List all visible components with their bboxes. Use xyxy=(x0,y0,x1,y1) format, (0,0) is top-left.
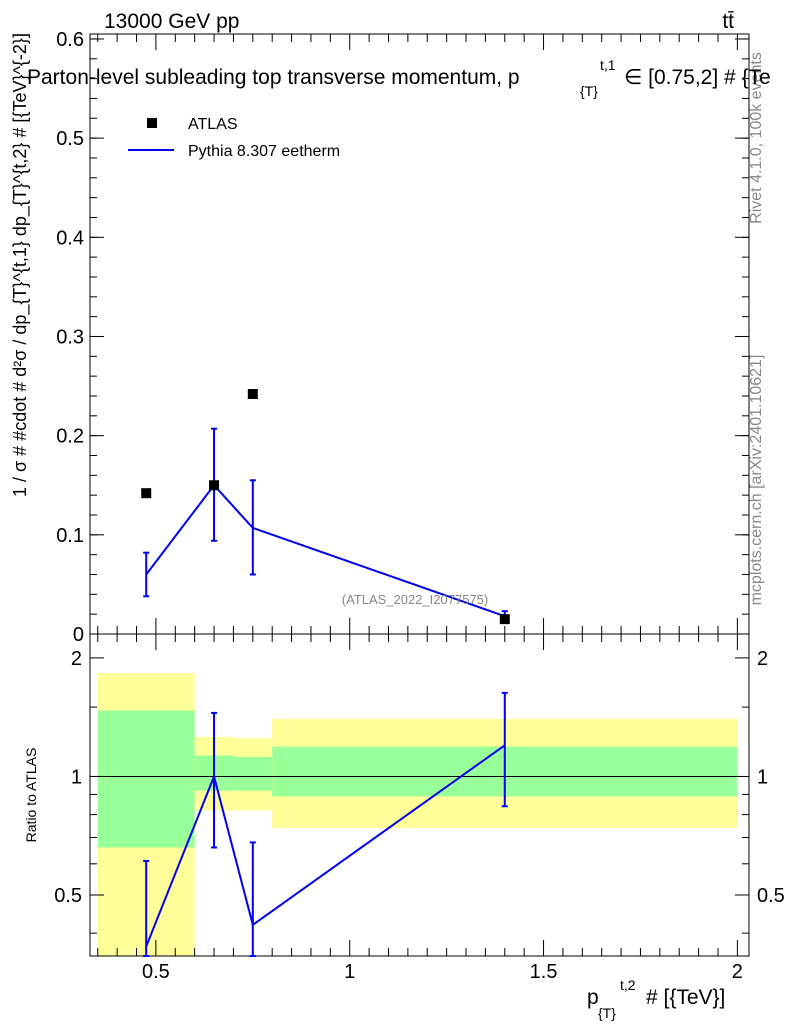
atlas-data-point xyxy=(141,488,152,499)
atlas-data-point xyxy=(247,389,258,399)
x-axis-label-p: p xyxy=(587,986,599,1009)
x-tick-label: 1 xyxy=(344,961,355,983)
main-y-tick-label: 0.1 xyxy=(56,525,84,547)
ratio-band-inner xyxy=(97,710,195,848)
main-y-tick-label: 0.3 xyxy=(56,326,84,348)
ratio-y-tick-label-right: 2 xyxy=(757,648,768,670)
main-axis-ticks: 0 0.1 0.2 0.3 0.4 0.5 0.6 xyxy=(56,29,749,956)
analysis-watermark: (ATLAS_2022_I2077575) xyxy=(342,592,488,607)
main-y-tick-label: 0.4 xyxy=(56,227,84,249)
ratio-y-tick-label: 1 xyxy=(71,766,82,788)
pythia-line xyxy=(145,483,506,618)
legend: ATLAS Pythia 8.307 eetherm xyxy=(128,116,340,160)
atlas-data-point xyxy=(209,480,220,491)
plot-title-sub: {T} xyxy=(580,83,598,99)
legend-marker-atlas xyxy=(147,118,157,128)
ratio-y-tick-label-right: 1 xyxy=(757,766,768,788)
mcplots-label: mcplots.cern.ch [arXiv:2401.10621] xyxy=(748,355,765,606)
main-y-tick-label: 0.6 xyxy=(56,29,84,51)
ratio-band-inner xyxy=(233,757,273,791)
energy-label: 13000 GeV pp xyxy=(104,10,239,33)
x-axis-label-sub: {T} xyxy=(598,1005,616,1021)
ratio-y-tick-label-right: 0.5 xyxy=(757,885,785,907)
ratio-y-tick-label: 0.5 xyxy=(54,885,82,907)
main-y-axis-label: 1 / σ # #cdot # d²σ / dp_{T}^{t,1} dp_{T… xyxy=(10,33,31,497)
ratio-axis-ticks: 0.5 0.5 1 1 2 2 0.5 1 1.5 2 xyxy=(54,648,785,983)
main-y-tick-label: 0.5 xyxy=(56,128,84,150)
x-tick-label: 1.5 xyxy=(530,961,558,983)
plot-title: Parton-level subleading top transverse m… xyxy=(27,57,771,99)
legend-label-atlas: ATLAS xyxy=(188,116,238,133)
plot-title-range: ∈ [0.75,2] # {Te xyxy=(624,66,771,89)
x-axis-label: p {T} t,2 # [{TeV}] xyxy=(587,977,725,1021)
x-tick-label: 2 xyxy=(732,961,743,983)
main-series xyxy=(141,389,510,625)
x-axis-label-sup: t,2 xyxy=(620,977,636,993)
rivet-version-label: Rivet 4.1.0, 100k events xyxy=(748,52,765,224)
main-y-tick-label: 0 xyxy=(73,624,84,646)
plot-title-main: Parton-level subleading top transverse m… xyxy=(27,66,520,89)
ratio-panel-frame xyxy=(89,633,750,957)
process-label: tt̄ xyxy=(722,10,734,33)
ratio-uncertainty-bands xyxy=(97,673,738,956)
ratio-series xyxy=(143,691,508,957)
x-tick-label: 0.5 xyxy=(142,961,170,983)
ratio-y-tick-label: 2 xyxy=(71,648,82,670)
atlas-data-point xyxy=(499,614,510,625)
pythia-ratio-line xyxy=(145,744,506,947)
main-y-tick-label: 0.2 xyxy=(56,426,84,448)
legend-label-pythia: Pythia 8.307 eetherm xyxy=(188,143,340,160)
x-axis-label-rest: # [{TeV}] xyxy=(646,986,725,1009)
ratio-y-axis-label: Ratio to ATLAS xyxy=(23,748,39,843)
plot-title-sup: t,1 xyxy=(600,57,616,73)
